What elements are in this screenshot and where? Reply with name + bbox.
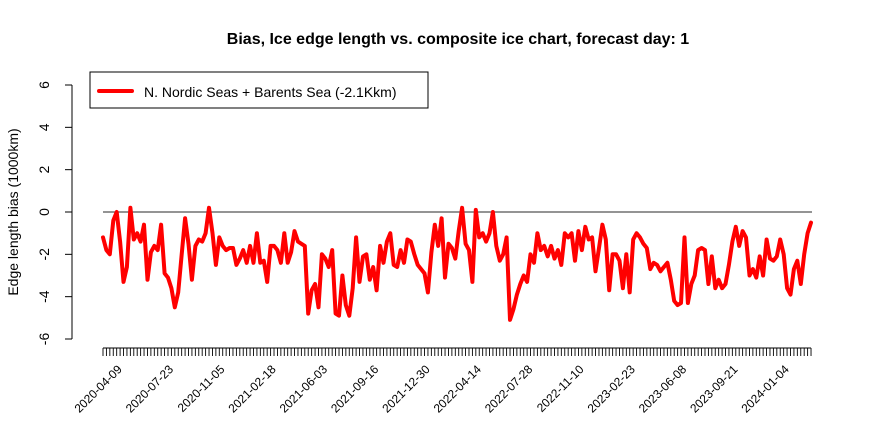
x-tick-label: 2021-12-30 — [379, 362, 433, 416]
x-tick-label: 2020-07-23 — [123, 362, 177, 416]
legend: N. Nordic Seas + Barents Sea (-2.1Kkm) — [89, 71, 429, 109]
y-tick-label: 4 — [36, 123, 52, 131]
x-tick-label: 2020-11-05 — [175, 362, 228, 415]
x-tick-label: 2022-04-14 — [431, 362, 485, 416]
chart-title: Bias, Ice edge length vs. composite ice … — [227, 31, 689, 48]
y-tick-label: 2 — [36, 166, 52, 174]
y-tick-label: 6 — [36, 81, 52, 89]
x-tick-label: 2022-11-10 — [534, 362, 587, 415]
x-tick-label: 2022-07-28 — [482, 362, 536, 416]
series-segment — [101, 205, 813, 322]
x-tick-label: 2021-09-16 — [328, 362, 382, 416]
y-tick-label: 0 — [36, 208, 52, 216]
x-tick-label: 2023-06-08 — [636, 362, 690, 416]
series-line — [101, 205, 813, 322]
y-axis-label: Edge length bias (1000km) — [5, 128, 21, 295]
legend-box — [89, 71, 429, 109]
legend-label: N. Nordic Seas + Barents Sea (-2.1Kkm) — [144, 84, 397, 100]
x-tick-label: 2021-02-18 — [225, 362, 279, 416]
x-tick-label: 2021-06-03 — [277, 362, 331, 416]
y-axis: -6 -4 -2 0 2 4 6 — [36, 81, 73, 346]
y-tick-label: -2 — [36, 248, 52, 261]
x-tick-label: 2020-04-09 — [72, 362, 126, 416]
x-axis: 2020-04-092020-07-232020-11-052021-02-18… — [72, 347, 812, 416]
y-tick-label: -6 — [36, 333, 52, 346]
x-tick-label: 2023-09-21 — [687, 362, 741, 416]
series-group — [101, 205, 813, 322]
y-tick-label: -4 — [36, 290, 52, 303]
x-tick-label: 2023-02-23 — [585, 362, 639, 416]
x-tick-label: 2024-01-04 — [739, 362, 793, 416]
